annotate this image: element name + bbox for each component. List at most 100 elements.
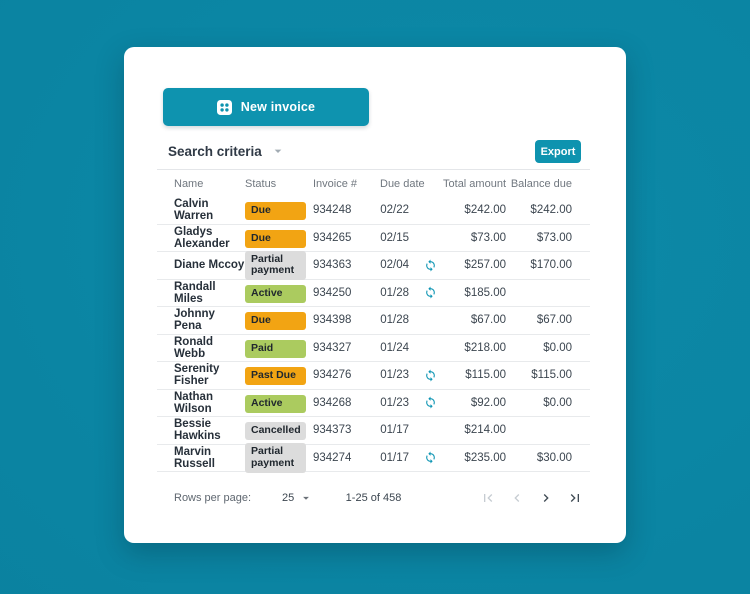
status-badge: Cancelled: [245, 422, 306, 441]
status-badge: Active: [245, 394, 306, 413]
cell-invoice-number: 934327: [313, 341, 352, 354]
cell-total-amount: $92.00: [470, 396, 506, 409]
cell-name: Bessie Hawkins: [174, 418, 221, 443]
status-badge: Due: [245, 312, 306, 331]
cell-total-amount: $73.00: [470, 231, 506, 244]
column-header-status: Status: [245, 177, 277, 190]
cell-invoice-number: 934268: [313, 396, 352, 409]
recurring-sync-icon: [424, 259, 437, 272]
cell-invoice-number: 934363: [313, 259, 352, 272]
status-badge: Partial payment: [245, 443, 306, 473]
pagination-nav: [480, 490, 583, 506]
pagination-bar: Rows per page: 25 1-25 of 458: [157, 485, 590, 510]
table-row[interactable]: Gladys Alexander Due 934265 02/15 $73.00…: [157, 225, 590, 252]
export-button[interactable]: Export: [535, 140, 581, 163]
cell-total-amount: $218.00: [464, 341, 506, 354]
column-header-balance-due: Balance due: [510, 177, 572, 190]
cell-total-amount: $67.00: [470, 314, 506, 327]
column-header-due-date: Due date: [380, 177, 425, 190]
cell-total-amount: $214.00: [464, 424, 506, 437]
cell-name: Calvin Warren: [174, 198, 214, 223]
cell-invoice-number: 934250: [313, 286, 352, 299]
previous-page-icon[interactable]: [509, 490, 525, 506]
column-header-name: Name: [174, 177, 204, 190]
cell-due-date: 01/24: [380, 341, 436, 354]
cell-due-date: 01/23: [380, 396, 436, 409]
cell-balance-due: $67.00: [536, 314, 572, 327]
cell-balance-due: $170.00: [530, 259, 572, 272]
table-row[interactable]: Bessie Hawkins Cancelled 934373 01/17 $2…: [157, 417, 590, 445]
cell-name: Diane Mccoy: [174, 259, 245, 272]
cell-due-date: 02/04: [380, 259, 436, 272]
invoices-table: Name Status Invoice # Due date Total amo…: [157, 169, 590, 473]
cell-invoice-number: 934265: [313, 231, 352, 244]
new-invoice-label: New invoice: [240, 100, 316, 114]
last-page-icon[interactable]: [567, 490, 583, 506]
cell-total-amount: $115.00: [465, 369, 506, 382]
status-badge: Due: [245, 229, 306, 248]
cell-name: Johnny Pena: [174, 308, 215, 333]
cell-balance-due: $0.00: [543, 396, 572, 409]
cell-due-date: 01/17: [380, 451, 436, 464]
due-date-value: 01/17: [380, 424, 409, 437]
rows-per-page: Rows per page: 25: [174, 491, 313, 505]
cell-balance-due: $73.00: [536, 231, 572, 244]
cell-invoice-number: 934373: [313, 424, 352, 437]
table-row[interactable]: Randall Miles Active 934250 01/28 $185.0…: [157, 280, 590, 307]
cell-name: Gladys Alexander: [174, 225, 230, 250]
cell-status: Partial payment: [245, 250, 313, 280]
cell-balance-due: $115.00: [531, 369, 572, 382]
table-row[interactable]: Johnny Pena Due 934398 01/28 $67.00 $67.…: [157, 307, 590, 335]
table-row[interactable]: Diane Mccoy Partial payment 934363 02/04…: [157, 250, 590, 280]
rows-per-page-select[interactable]: 25: [282, 491, 313, 505]
cell-due-date: 01/17: [380, 424, 436, 437]
first-page-icon[interactable]: [480, 490, 496, 506]
due-date-value: 02/15: [380, 231, 409, 244]
status-badge: Due: [245, 202, 306, 221]
cell-total-amount: $257.00: [464, 259, 506, 272]
grid-icon: [216, 99, 232, 115]
cell-name: Nathan Wilson: [174, 390, 213, 415]
recurring-sync-icon: [424, 451, 437, 464]
status-badge: Active: [245, 284, 306, 303]
new-invoice-button[interactable]: New invoice: [163, 88, 369, 126]
next-page-icon[interactable]: [538, 490, 554, 506]
cell-status: Partial payment: [245, 443, 313, 473]
cell-status: Past Due: [245, 365, 313, 386]
invoices-card: New invoice Search criteria Export Name …: [124, 47, 626, 543]
cell-invoice-number: 934276: [313, 369, 352, 382]
table-row[interactable]: Calvin Warren Due 934248 02/22 $242.00 $…: [157, 197, 590, 225]
cell-due-date: 02/22: [380, 204, 436, 217]
cell-name: Ronald Webb: [174, 335, 213, 360]
table-row[interactable]: Nathan Wilson Active 934268 01/23 $92.00…: [157, 390, 590, 417]
table-body: Calvin Warren Due 934248 02/22 $242.00 $…: [157, 197, 590, 473]
chevron-down-icon[interactable]: [270, 143, 286, 159]
cell-invoice-number: 934398: [313, 314, 352, 327]
cell-status: Paid: [245, 338, 313, 358]
cell-balance-due: $0.00: [543, 341, 572, 354]
cell-status: Cancelled: [245, 420, 313, 441]
cell-status: Active: [245, 283, 313, 303]
due-date-value: 01/23: [380, 369, 409, 382]
cell-total-amount: $242.00: [464, 204, 506, 217]
cell-due-date: 02/15: [380, 231, 436, 244]
cell-total-amount: $235.00: [464, 451, 506, 464]
caret-down-icon: [299, 491, 313, 505]
cell-status: Due: [245, 310, 313, 331]
cell-invoice-number: 934248: [313, 204, 352, 217]
cell-total-amount: $185.00: [464, 286, 506, 299]
cell-balance-due: $242.00: [530, 204, 572, 217]
cell-status: Due: [245, 200, 313, 221]
due-date-value: 01/23: [380, 396, 409, 409]
cell-balance-due: $30.00: [536, 451, 572, 464]
table-row[interactable]: Marvin Russell Partial payment 934274 01…: [157, 443, 590, 473]
search-criteria-row: Search criteria: [168, 136, 581, 166]
table-row[interactable]: Serenity Fisher Past Due 934276 01/23 $1…: [157, 362, 590, 390]
search-criteria-label[interactable]: Search criteria: [168, 143, 262, 159]
column-header-total-amount: Total amount: [443, 177, 506, 190]
status-badge: Past Due: [245, 367, 306, 386]
due-date-value: 02/22: [380, 204, 409, 217]
status-badge: Partial payment: [245, 250, 306, 280]
table-row[interactable]: Ronald Webb Paid 934327 01/24 $218.00 $0…: [157, 335, 590, 362]
